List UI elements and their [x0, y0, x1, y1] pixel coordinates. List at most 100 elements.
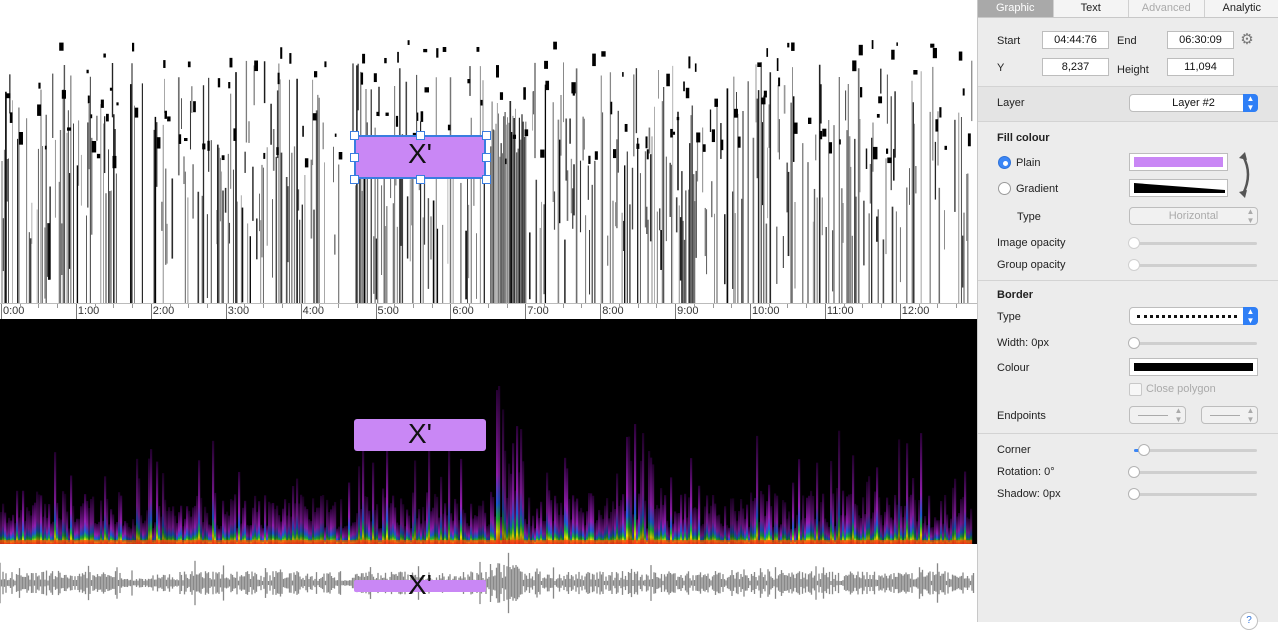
- spectrum-column: [908, 497, 910, 544]
- spectrum-column: [470, 504, 472, 544]
- selection-handle[interactable]: [416, 131, 425, 140]
- spectrum-column: [392, 496, 394, 544]
- spectrum-column: [694, 507, 696, 544]
- ruler-minor-tick: [619, 304, 620, 308]
- selection-handle[interactable]: [482, 175, 491, 184]
- spectrum-column: [536, 509, 538, 544]
- spectrum-column: [20, 510, 22, 544]
- ruler-minor-tick: [862, 304, 863, 308]
- height-field[interactable]: 11,094: [1167, 58, 1234, 76]
- spectrum-column: [312, 498, 314, 544]
- spectrum-column: [188, 511, 190, 544]
- ruler-tick-label: 1:00: [78, 305, 99, 317]
- spectrum-column: [86, 501, 88, 544]
- spectrum-column: [498, 386, 500, 544]
- pitch-fragment: [540, 150, 544, 158]
- spectrum-column: [232, 500, 234, 544]
- spectrum-column: [104, 476, 106, 544]
- fill-type-select[interactable]: Horizontal ▲▼: [1129, 207, 1258, 225]
- spectrum-column: [742, 508, 744, 544]
- gradient-radio[interactable]: [998, 182, 1011, 195]
- spectrum-column: [610, 512, 612, 544]
- spectrum-column: [282, 509, 284, 544]
- selection-handle[interactable]: [350, 153, 359, 162]
- spectrum-column: [588, 493, 590, 544]
- spectrum-column: [212, 441, 214, 544]
- ruler-tick: [226, 304, 227, 319]
- end-field[interactable]: 06:30:09: [1167, 31, 1234, 49]
- pitch-fragment: [896, 42, 898, 45]
- help-icon[interactable]: ?: [1240, 612, 1258, 630]
- spectrum-column: [204, 507, 206, 544]
- waveform-view[interactable]: [0, 544, 977, 622]
- pitch-fragment: [852, 60, 856, 71]
- gradient-swatch[interactable]: [1129, 179, 1228, 197]
- ruler-minor-tick: [656, 304, 657, 308]
- spectrum-column: [406, 510, 408, 544]
- spectrum-column: [664, 495, 666, 544]
- shadow-caption: Shadow:: [997, 488, 1040, 500]
- spectrum-column: [902, 517, 904, 544]
- spectrum-column: [0, 512, 2, 544]
- tab-text[interactable]: Text: [1054, 0, 1130, 17]
- close-polygon-checkbox[interactable]: [1129, 383, 1142, 396]
- pitch-fragment: [87, 70, 89, 74]
- ruler-minor-tick: [544, 304, 545, 308]
- pitch-fragment: [67, 127, 71, 130]
- border-colour-swatch[interactable]: [1129, 358, 1258, 376]
- spectrum-column: [830, 461, 832, 544]
- selection-handle[interactable]: [350, 175, 359, 184]
- plain-radio[interactable]: [998, 156, 1011, 169]
- pitch-trace-view[interactable]: [0, 0, 977, 303]
- spectrum-column: [844, 515, 846, 544]
- ruler-tick-label: 6:00: [452, 305, 473, 317]
- selection-handle[interactable]: [350, 131, 359, 140]
- plain-color-swatch[interactable]: [1129, 153, 1228, 171]
- ruler-tick: [76, 304, 77, 319]
- start-endpoint-select[interactable]: ▲▼: [1129, 406, 1186, 424]
- pitch-fragment: [500, 92, 503, 100]
- tab-graphic[interactable]: Graphic: [978, 0, 1054, 17]
- ruler-minor-tick: [20, 304, 21, 308]
- corner-slider[interactable]: [1134, 449, 1257, 452]
- spectrum-column: [632, 514, 634, 544]
- image-opacity-slider[interactable]: [1134, 242, 1257, 245]
- swap-colors-icon[interactable]: [1237, 152, 1257, 198]
- layer-select[interactable]: Layer #2 ▲▼: [1129, 94, 1258, 112]
- spectrum-column: [654, 509, 656, 544]
- rotation-slider[interactable]: [1134, 471, 1257, 474]
- end-endpoint-select[interactable]: ▲▼: [1201, 406, 1258, 424]
- border-type-select[interactable]: ▲▼: [1129, 307, 1258, 325]
- spectrum-column: [138, 478, 140, 544]
- spectrogram-view[interactable]: [0, 319, 977, 544]
- spectrum-column: [254, 496, 256, 544]
- border-width-slider[interactable]: [1134, 342, 1257, 345]
- spectrum-column: [376, 504, 378, 544]
- gear-icon[interactable]: ⚙: [1240, 33, 1254, 47]
- spectrum-column: [508, 464, 510, 544]
- selection-handle[interactable]: [416, 175, 425, 184]
- spectrum-column: [480, 506, 482, 544]
- spectrum-column: [276, 506, 278, 544]
- shadow-slider[interactable]: [1134, 493, 1257, 496]
- selection-handle[interactable]: [482, 153, 491, 162]
- spectrum-column: [456, 504, 458, 544]
- spectrum-column: [278, 515, 280, 544]
- tab-analytic[interactable]: Analytic: [1205, 0, 1278, 17]
- pitch-fragment: [90, 114, 92, 118]
- start-field[interactable]: 04:44:76: [1042, 31, 1109, 49]
- y-field[interactable]: 8,237: [1042, 58, 1109, 76]
- selection-handle[interactable]: [482, 131, 491, 140]
- spectrum-column: [606, 498, 608, 544]
- pitch-fragment: [19, 132, 23, 145]
- ruler-minor-tick: [469, 304, 470, 308]
- pitch-fragment: [116, 102, 118, 105]
- spectrum-column: [476, 516, 478, 544]
- spectrum-column: [558, 515, 560, 544]
- pitch-fragment: [787, 43, 789, 48]
- group-opacity-slider[interactable]: [1134, 264, 1257, 267]
- pitch-fragment: [647, 149, 649, 159]
- tab-advanced[interactable]: Advanced: [1129, 0, 1205, 17]
